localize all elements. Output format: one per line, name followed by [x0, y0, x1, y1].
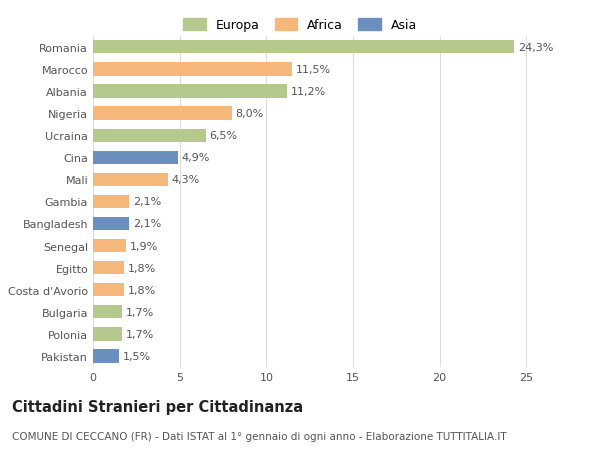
Bar [93, 218, 130, 230]
Text: 2,1%: 2,1% [133, 219, 161, 229]
Text: 1,8%: 1,8% [128, 263, 156, 273]
Text: 24,3%: 24,3% [518, 43, 553, 53]
Bar [93, 41, 514, 54]
Text: 4,3%: 4,3% [171, 175, 199, 185]
Text: Cittadini Stranieri per Cittadinanza: Cittadini Stranieri per Cittadinanza [12, 399, 303, 414]
Text: COMUNE DI CECCANO (FR) - Dati ISTAT al 1° gennaio di ogni anno - Elaborazione TU: COMUNE DI CECCANO (FR) - Dati ISTAT al 1… [12, 431, 506, 442]
Text: 1,8%: 1,8% [128, 285, 156, 295]
Bar [93, 85, 287, 98]
Text: 1,7%: 1,7% [126, 307, 154, 317]
Text: 8,0%: 8,0% [235, 109, 263, 119]
Bar [93, 63, 292, 76]
Text: 1,7%: 1,7% [126, 329, 154, 339]
Text: 6,5%: 6,5% [209, 131, 237, 141]
Text: 1,5%: 1,5% [122, 351, 151, 361]
Bar [93, 350, 119, 363]
Legend: Europa, Africa, Asia: Europa, Africa, Asia [179, 16, 421, 36]
Bar [93, 174, 167, 186]
Bar [93, 328, 122, 341]
Text: 4,9%: 4,9% [181, 153, 210, 163]
Bar [93, 107, 232, 120]
Bar [93, 196, 130, 208]
Text: 2,1%: 2,1% [133, 197, 161, 207]
Text: 11,5%: 11,5% [296, 65, 331, 75]
Bar [93, 151, 178, 164]
Bar [93, 240, 126, 252]
Bar [93, 262, 124, 274]
Text: 11,2%: 11,2% [290, 87, 326, 97]
Bar [93, 129, 206, 142]
Text: 1,9%: 1,9% [130, 241, 158, 251]
Bar [93, 306, 122, 319]
Bar [93, 284, 124, 297]
